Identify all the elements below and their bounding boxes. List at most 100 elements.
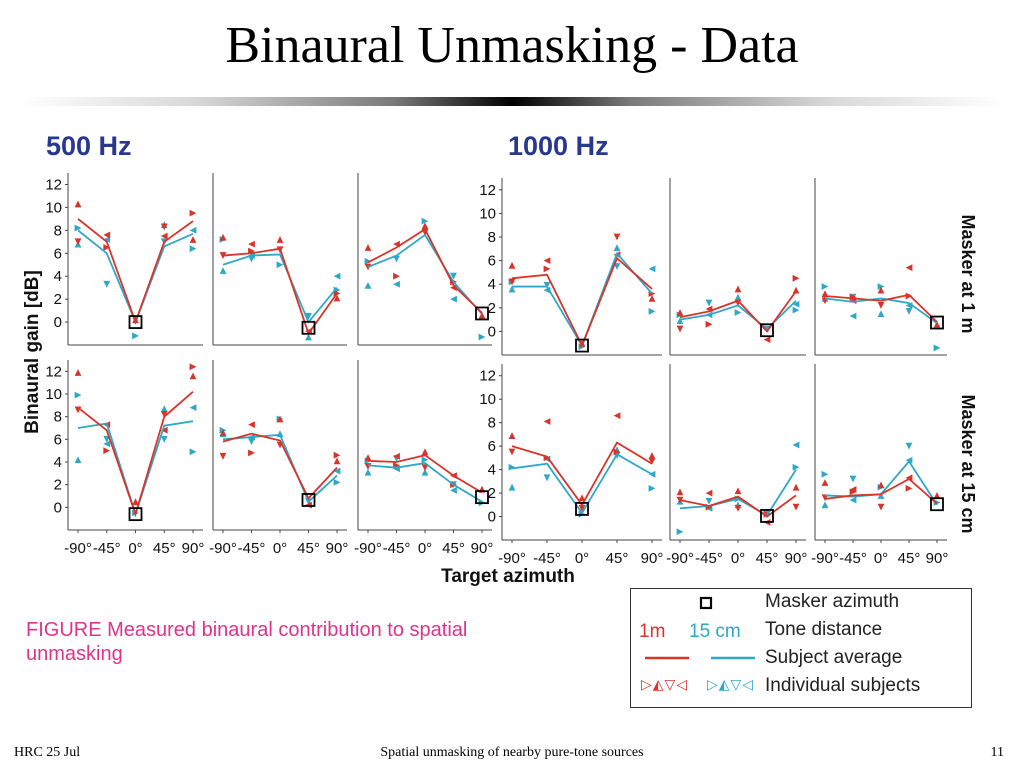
- red-subject-point: [792, 483, 800, 491]
- red-subject-point: [648, 452, 656, 459]
- y-tick-label: 10: [45, 386, 62, 403]
- red-subject-point: [219, 233, 227, 241]
- cyan-subject-point: [676, 528, 684, 536]
- cyan-subject-point: [821, 470, 829, 478]
- slide-title: Binaural Unmasking - Data: [225, 17, 799, 74]
- cyan-average-line: [222, 253, 338, 324]
- cyan-subject-point: [877, 283, 885, 290]
- cyan-average-line: [679, 300, 797, 331]
- x-tick-label: 45°: [153, 540, 176, 557]
- cyan-subject-point: [248, 438, 255, 445]
- red-subject-point: [276, 236, 284, 243]
- cyan-average-line: [367, 462, 483, 503]
- red-subject-point: [421, 222, 429, 230]
- red-subject-point: [333, 457, 341, 465]
- red-subject-point: [821, 479, 829, 486]
- cyan-subject-point: [103, 440, 111, 448]
- cyan-subject-point: [393, 255, 400, 263]
- red-subject-point: [877, 503, 885, 511]
- red-subject-point: [248, 240, 255, 248]
- masker-azimuth-box: [760, 509, 774, 523]
- cyan-subject-point: [103, 280, 111, 288]
- x-tick-label: 45°: [297, 540, 320, 557]
- x-tick-label: 45°: [756, 550, 779, 567]
- red-subject-point: [648, 294, 656, 302]
- y-tick-label: 6: [488, 438, 496, 455]
- red-average-line: [367, 227, 483, 314]
- x-tick-label: 0°: [731, 550, 745, 567]
- x-tick-label: -90°: [354, 540, 382, 557]
- x-tick-label: 45°: [442, 540, 465, 557]
- red-average-line: [679, 494, 797, 518]
- cyan-subject-point: [792, 463, 800, 471]
- red-average-line: [77, 218, 194, 325]
- red-average-line: [367, 454, 483, 494]
- cyan-subject-point: [792, 306, 800, 314]
- masker-azimuth-box: [128, 507, 143, 522]
- red-subject-point: [933, 320, 941, 328]
- x-tick-label: 90°: [471, 540, 494, 557]
- red-subject-point: [103, 231, 111, 239]
- y-tick-label: 6: [54, 431, 62, 448]
- footer-left: HRC 25 Jul: [14, 745, 81, 760]
- red-subject-point: [189, 236, 197, 243]
- legend-subject-average: Subject average: [765, 647, 903, 668]
- y-tick-label: 12: [45, 363, 62, 380]
- red-subject-point: [676, 309, 684, 316]
- x-tick-label: 0°: [575, 550, 589, 567]
- cyan-subject-point: [508, 285, 516, 293]
- red-subject-point: [905, 264, 913, 272]
- red-average-line: [511, 441, 653, 507]
- y-tick-label: 12: [479, 182, 496, 199]
- masker-azimuth-box: [475, 306, 489, 321]
- red-subject-point: [543, 418, 551, 425]
- red-subject-point: [364, 454, 372, 461]
- masker-azimuth-box: [760, 323, 774, 338]
- x-tick-label: 90°: [926, 550, 949, 567]
- x-tick-label: 0°: [874, 550, 888, 567]
- red-subject-point: [734, 487, 742, 495]
- red-average-line: [511, 256, 653, 348]
- y-tick-label: 0: [488, 509, 496, 526]
- y-tick-label: 8: [488, 415, 496, 432]
- x-tick-label: -45°: [93, 540, 121, 557]
- x-tick-label: 90°: [326, 540, 349, 557]
- masker-azimuth-box: [301, 320, 316, 335]
- cyan-subject-point: [74, 224, 82, 232]
- red-subject-point: [877, 481, 885, 489]
- red-subject-point: [421, 464, 429, 472]
- x-tick-label: -90°: [64, 540, 92, 557]
- cyan-subject-point: [849, 475, 857, 483]
- y-tick-label: 4: [488, 276, 496, 293]
- x-tick-label: -45°: [533, 550, 561, 567]
- red-subject-point: [705, 489, 713, 497]
- cyan-subject-point: [189, 226, 197, 234]
- cyan-subject-point: [792, 441, 800, 449]
- cyan-subject-point: [478, 333, 486, 341]
- red-subject-point: [933, 492, 941, 499]
- red-subject-point: [578, 494, 586, 502]
- cyan-subject-point: [648, 484, 656, 492]
- x-tick-label: -90°: [811, 550, 839, 567]
- y-tick-label: 12: [479, 368, 496, 385]
- cyan-subject-point: [648, 307, 656, 315]
- cyan-subject-point: [160, 405, 168, 413]
- x-tick-label: 90°: [641, 550, 664, 567]
- cyan-subject-point: [103, 236, 111, 243]
- cyan-subject-point: [648, 265, 656, 273]
- y-tick-label: 0: [54, 499, 62, 516]
- red-subject-point: [132, 498, 139, 506]
- y-tick-label: 4: [54, 454, 62, 471]
- cyan-subject-point: [543, 474, 551, 482]
- x-tick-label: 45°: [606, 550, 629, 567]
- cyan-subject-point: [364, 281, 372, 289]
- red-subject-point: [648, 457, 656, 465]
- red-subject-point: [364, 463, 372, 470]
- cyan-subject-point: [849, 312, 857, 320]
- x-axis-title: Target azimuth: [441, 566, 575, 587]
- x-tick-label: -90°: [666, 550, 694, 567]
- red-subject-point: [792, 286, 800, 294]
- cyan-subject-point: [132, 332, 139, 340]
- red-average-line: [824, 293, 938, 323]
- red-subject-point: [421, 448, 429, 456]
